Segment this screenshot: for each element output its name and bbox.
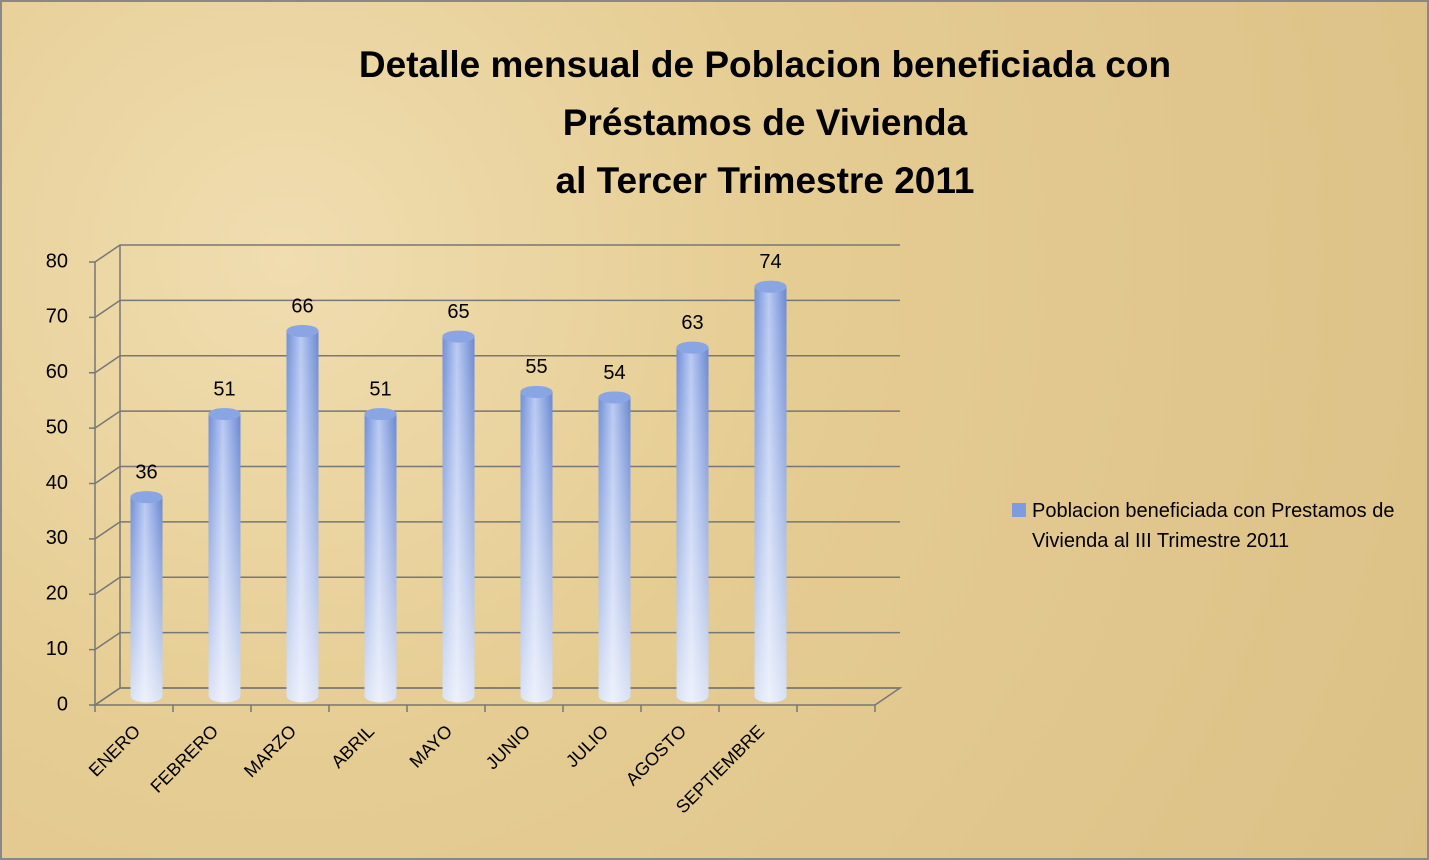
data-label: 51 <box>369 378 391 400</box>
data-label: 63 <box>681 312 703 334</box>
chart-title: Préstamos de Vivienda <box>563 102 968 143</box>
grid-line <box>94 687 900 706</box>
data-label: 51 <box>213 378 235 400</box>
grid-line <box>94 299 900 318</box>
bar-shade <box>676 347 709 703</box>
bar-shade <box>286 331 319 703</box>
y-tick-label: 30 <box>46 527 68 549</box>
y-tick-label: 50 <box>46 416 68 438</box>
bar-shade <box>598 397 631 703</box>
bar-cap <box>520 385 553 398</box>
data-label: 74 <box>759 251 781 273</box>
x-tick-label: MARZO <box>240 721 300 781</box>
grid-line <box>94 410 900 429</box>
y-tick-label: 40 <box>46 472 68 494</box>
bar-cap <box>754 280 787 293</box>
y-tick-label: 60 <box>46 361 68 383</box>
data-label: 54 <box>603 362 625 384</box>
x-tick-label: JULIO <box>562 721 612 771</box>
bar-shade <box>754 286 787 703</box>
bar-cap <box>130 491 163 504</box>
legend-marker <box>1012 503 1026 517</box>
chart-title: al Tercer Trimestre 2011 <box>556 160 975 201</box>
x-tick-label: MAYO <box>406 721 457 772</box>
bar-shade <box>208 414 241 703</box>
bar-cap <box>208 408 241 421</box>
x-tick-label: JUNIO <box>482 721 534 773</box>
bar-cap <box>364 408 397 421</box>
grid-line <box>94 244 900 263</box>
bar-cap <box>442 330 475 343</box>
grid-line <box>94 631 900 651</box>
bar-shade <box>442 336 475 703</box>
data-label: 55 <box>525 356 547 378</box>
grid-line <box>94 576 900 595</box>
grid-line <box>94 465 900 485</box>
data-label: 65 <box>447 301 469 323</box>
x-tick-label: ABRIL <box>327 721 378 772</box>
bar-shade <box>364 414 397 703</box>
data-label: 66 <box>291 295 313 317</box>
legend-label: Poblacion beneficiada con Prestamos de V… <box>1032 500 1395 552</box>
grid-line <box>94 521 900 540</box>
bar-cap <box>676 341 709 354</box>
bar-shade <box>520 391 553 703</box>
y-tick-label: 20 <box>46 583 68 605</box>
bar-cap <box>286 325 319 338</box>
grid-line <box>94 355 900 374</box>
x-tick-label: FEBRERO <box>147 721 223 797</box>
y-tick-label: 10 <box>46 638 68 660</box>
x-tick-label: ENERO <box>85 721 144 780</box>
x-tick-label: AGOSTO <box>622 721 690 789</box>
data-label: 36 <box>135 461 157 483</box>
bar-shade <box>130 497 163 703</box>
chart-title: Detalle mensual de Poblacion beneficiada… <box>359 44 1171 85</box>
bar-cap <box>598 391 631 404</box>
y-tick-label: 80 <box>46 250 68 272</box>
y-tick-label: 70 <box>46 306 68 328</box>
y-tick-label: 0 <box>57 693 68 715</box>
